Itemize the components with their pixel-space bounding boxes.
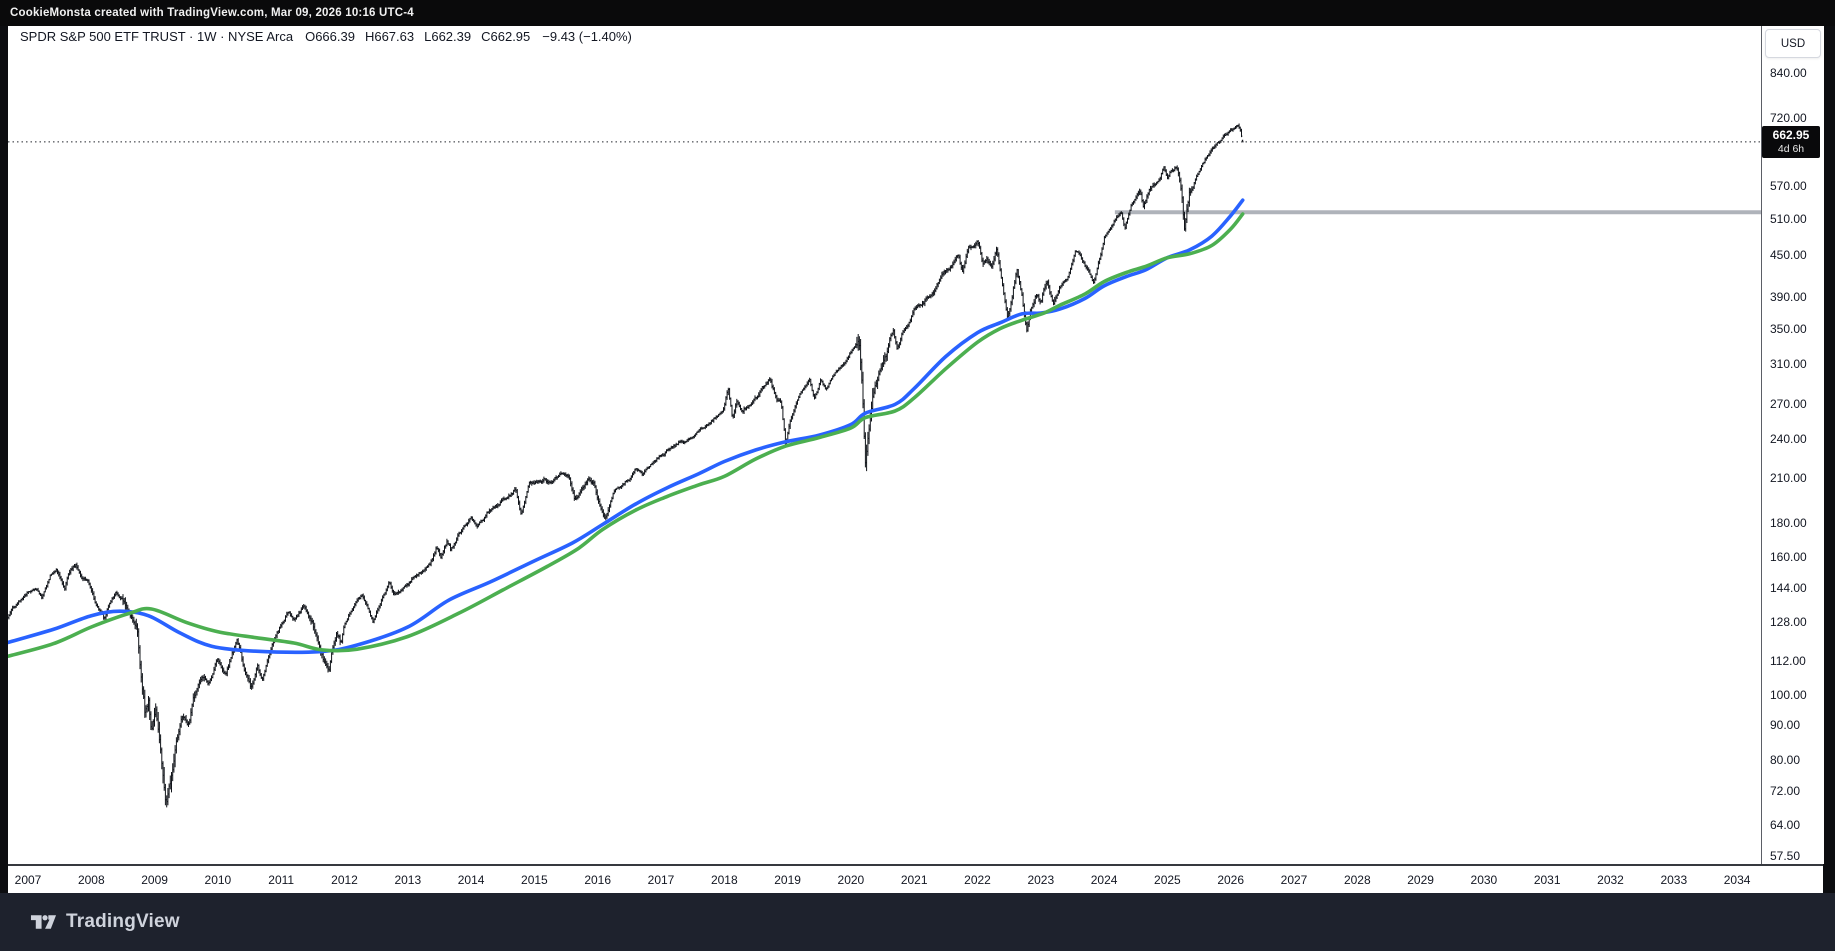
year-tick-label: 2024 bbox=[1090, 873, 1118, 887]
ohlc-item: C662.95 bbox=[481, 29, 531, 44]
year-tick-label: 2019 bbox=[774, 873, 801, 887]
attribution-text: CookieMonsta created with TradingView.co… bbox=[10, 7, 414, 19]
price-tick-label: 100.00 bbox=[1770, 687, 1807, 702]
last-price-value: 662.95 bbox=[1772, 127, 1810, 142]
year-tick-label: 2025 bbox=[1154, 873, 1181, 887]
symbol-header: SPDR S&P 500 ETF TRUST · 1W · NYSE Arca … bbox=[20, 29, 632, 44]
price-tick-label: 80.00 bbox=[1770, 752, 1801, 767]
footer-bar: TradingView bbox=[0, 893, 1835, 951]
year-tick-label: 2007 bbox=[14, 873, 42, 887]
year-tick-label: 2008 bbox=[77, 873, 105, 887]
price-tick-label: 240.00 bbox=[1770, 431, 1807, 446]
price-tick-label: 144.00 bbox=[1770, 581, 1807, 595]
year-tick-label: 2009 bbox=[141, 873, 168, 887]
price-tick-label: 390.00 bbox=[1770, 289, 1807, 304]
year-tick-label: 2023 bbox=[1027, 873, 1055, 887]
price-axis[interactable]: USD 662.95 4d 6h 840.00 720.00 570.00 510.0… bbox=[1761, 26, 1824, 864]
price-tick-label: 210.00 bbox=[1770, 470, 1807, 485]
bar-close-countdown: 4d 6h bbox=[1777, 142, 1805, 155]
year-tick-label: 2015 bbox=[521, 873, 548, 887]
ohlc-item: O666.39 bbox=[305, 29, 355, 44]
price-tick-label: 90.00 bbox=[1770, 718, 1801, 733]
year-tick-label: 2016 bbox=[584, 873, 612, 887]
price-tick-label: 112.00 bbox=[1770, 654, 1806, 669]
ohlc-item: H667.63 bbox=[364, 29, 415, 44]
price-tick-label: 72.00 bbox=[1770, 783, 1801, 798]
last-price-label: 662.95 4d 6h bbox=[1762, 125, 1820, 158]
year-tick-label: 2013 bbox=[394, 873, 422, 887]
price-tick-label: 270.00 bbox=[1770, 397, 1807, 412]
change-value: −9.43 (−1.40%) bbox=[542, 29, 632, 44]
year-tick-label: 2018 bbox=[710, 873, 738, 887]
price-tick-label: 128.00 bbox=[1770, 615, 1807, 630]
year-tick-label: 2030 bbox=[1470, 873, 1498, 887]
year-tick-label: 2034 bbox=[1723, 873, 1751, 887]
time-axis[interactable]: 2007 2008 2009 2010 2011 2012 2013 2014 2015 2016… bbox=[8, 864, 1823, 893]
year-tick-label: 2021 bbox=[900, 873, 928, 887]
year-tick-label: 2014 bbox=[457, 873, 485, 887]
price-tick-label: 450.00 bbox=[1770, 248, 1807, 263]
year-tick-label: 2026 bbox=[1217, 873, 1245, 887]
year-tick-label: 2017 bbox=[647, 873, 675, 887]
price-tick-label: 510.00 bbox=[1770, 211, 1807, 226]
year-tick-label: 2028 bbox=[1343, 873, 1371, 887]
ohlc-item: L662.39 bbox=[424, 29, 472, 44]
price-tick-label: 310.00 bbox=[1770, 356, 1807, 371]
price-tick-label: 350.00 bbox=[1770, 321, 1807, 336]
price-tick-label: 57.50 bbox=[1770, 849, 1801, 864]
year-tick-label: 2027 bbox=[1280, 873, 1308, 887]
year-tick-label: 2011 bbox=[268, 873, 295, 887]
year-tick-label: 2022 bbox=[964, 873, 991, 887]
year-tick-label: 2032 bbox=[1597, 873, 1624, 887]
ohlc-values: O666.39 H667.63 L662.39 C662.95 bbox=[305, 29, 530, 44]
attribution-banner: CookieMonsta created with TradingView.co… bbox=[0, 0, 1835, 26]
year-tick-label: 2033 bbox=[1660, 873, 1688, 887]
year-tick-label: 2012 bbox=[331, 873, 358, 887]
year-tick-label: 2031 bbox=[1533, 873, 1561, 887]
year-tick-label: 2029 bbox=[1407, 873, 1434, 887]
tradingview-logo-icon[interactable] bbox=[30, 911, 57, 933]
currency-unit-label: USD bbox=[1780, 37, 1806, 50]
symbol-title: SPDR S&P 500 ETF TRUST · 1W · NYSE Arca bbox=[20, 29, 294, 44]
year-tick-label: 2010 bbox=[204, 873, 232, 887]
year-tick-label: 2020 bbox=[837, 873, 865, 887]
chart-pane[interactable] bbox=[8, 26, 1823, 893]
tradingview-brand-text[interactable]: TradingView bbox=[66, 911, 180, 932]
currency-unit-button[interactable]: USD bbox=[1765, 29, 1821, 58]
price-tick-label: 160.00 bbox=[1770, 550, 1807, 565]
price-tick-label: 720.00 bbox=[1770, 110, 1807, 125]
price-tick-label: 840.00 bbox=[1770, 65, 1807, 80]
price-tick-label: 64.00 bbox=[1770, 817, 1801, 832]
price-tick-label: 570.00 bbox=[1770, 179, 1807, 193]
price-tick-label: 180.00 bbox=[1770, 515, 1807, 530]
